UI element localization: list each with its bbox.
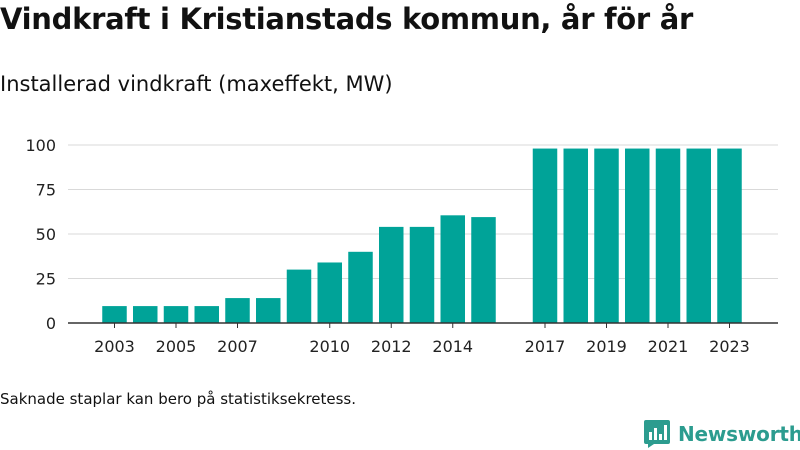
x-tick-label: 2005: [156, 337, 197, 356]
bars: [102, 148, 742, 323]
newsworthy-logo-icon: [644, 420, 670, 448]
y-axis-ticks: 0 25 50 75 100: [25, 136, 56, 333]
x-tick-label: 2017: [525, 337, 566, 356]
x-axis-ticks: 2003 2005 2007 2010 2012 2014 2017 2019 2021 2023: [94, 323, 750, 356]
bar-2022: [686, 148, 711, 323]
x-tick-label: 2021: [648, 337, 689, 356]
x-tick-label: 2003: [94, 337, 135, 356]
bar-2015: [471, 217, 496, 323]
bar-2004: [133, 306, 158, 323]
bar-2018: [563, 148, 588, 323]
bar-2023: [717, 148, 742, 323]
bar-2005: [163, 306, 189, 323]
y-tick-label: 0: [46, 314, 56, 333]
bar-2014: [440, 215, 465, 323]
y-tick-label: 50: [36, 225, 56, 244]
bar-2013: [409, 226, 435, 323]
bar-2020: [625, 148, 650, 323]
footnote: Saknade staplar kan bero på statistiksek…: [0, 390, 357, 408]
x-tick-label: 2007: [217, 337, 258, 356]
bar-2008: [256, 298, 281, 323]
y-tick-label: 100: [25, 136, 56, 155]
x-tick-label: 2012: [371, 337, 412, 356]
bar-2003: [102, 306, 127, 323]
x-tick-label: 2014: [432, 337, 473, 356]
bar-2007: [225, 298, 250, 323]
bar-2006: [194, 306, 219, 323]
bar-2011: [348, 251, 373, 323]
x-tick-label: 2019: [586, 337, 627, 356]
bar-2010: [317, 262, 342, 323]
x-tick-label: 2010: [309, 337, 350, 356]
chart-title: Vindkraft i Kristianstads kommun, år för…: [0, 2, 693, 36]
bar-2009: [286, 269, 312, 323]
bar-2012: [379, 226, 404, 323]
brand-logo[interactable]: Newsworthy: [644, 419, 800, 449]
x-tick-label: 2023: [709, 337, 750, 356]
brand-name: Newsworthy: [678, 422, 800, 446]
y-tick-label: 75: [36, 181, 56, 200]
y-tick-label: 25: [36, 270, 56, 289]
bar-2021: [655, 148, 681, 323]
chart-subtitle: Installerad vindkraft (maxeffekt, MW): [0, 72, 393, 96]
bar-2019: [594, 148, 619, 323]
bar-2017: [532, 148, 558, 323]
